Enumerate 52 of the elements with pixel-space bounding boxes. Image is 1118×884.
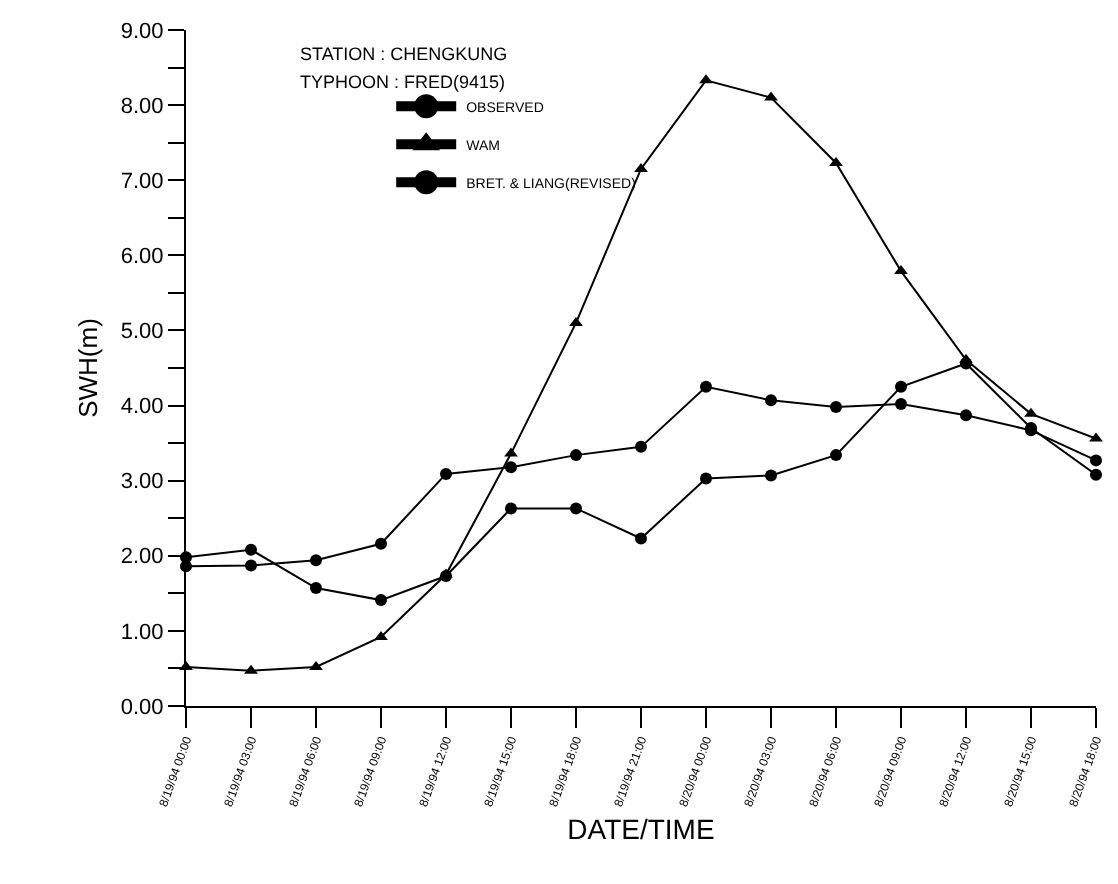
point [375,537,387,550]
point [959,353,973,363]
annotation: TYPHOON : FRED(9415) [300,72,506,92]
point [829,156,843,166]
point [764,91,778,101]
point [439,568,453,578]
y-tick-label: 2.00 [120,545,164,570]
y-tick-label: 0.00 [120,695,164,720]
y-tick-label: 5.00 [120,320,164,345]
y-axis-title: SWH(m) [72,318,103,418]
point [1090,468,1102,481]
point [830,401,842,414]
y-tick-label: 8.00 [120,94,164,119]
point [505,502,517,515]
point [699,74,713,84]
x-axis-title: DATE/TIME [567,813,715,846]
point [570,502,582,515]
y-tick-label: 4.00 [120,395,164,420]
y-tick-label: 3.00 [120,470,164,495]
point [765,469,777,482]
point [570,449,582,462]
point [310,582,322,595]
point [245,559,257,572]
point [1089,432,1103,442]
point [895,380,907,393]
point [634,162,648,172]
point [700,472,712,485]
point [895,398,907,411]
point [244,664,258,674]
point [310,554,322,567]
point [960,409,972,422]
point [1090,454,1102,467]
point [309,660,323,670]
y-tick-label: 9.00 [120,19,164,44]
y-tick-label: 7.00 [120,169,164,194]
point [635,532,647,545]
point [505,461,517,474]
point [245,543,257,556]
y-tick-label: 1.00 [120,620,164,645]
point [440,467,452,480]
y-tick-label: 6.00 [120,245,164,270]
point [700,380,712,393]
point [894,265,908,275]
point [1024,407,1038,417]
point [374,630,388,640]
point [635,440,647,453]
point [569,316,583,326]
point [504,447,518,457]
point [375,594,387,607]
point [765,394,777,407]
point [830,449,842,462]
annotation: STATION : CHENGKUNG [300,44,508,64]
